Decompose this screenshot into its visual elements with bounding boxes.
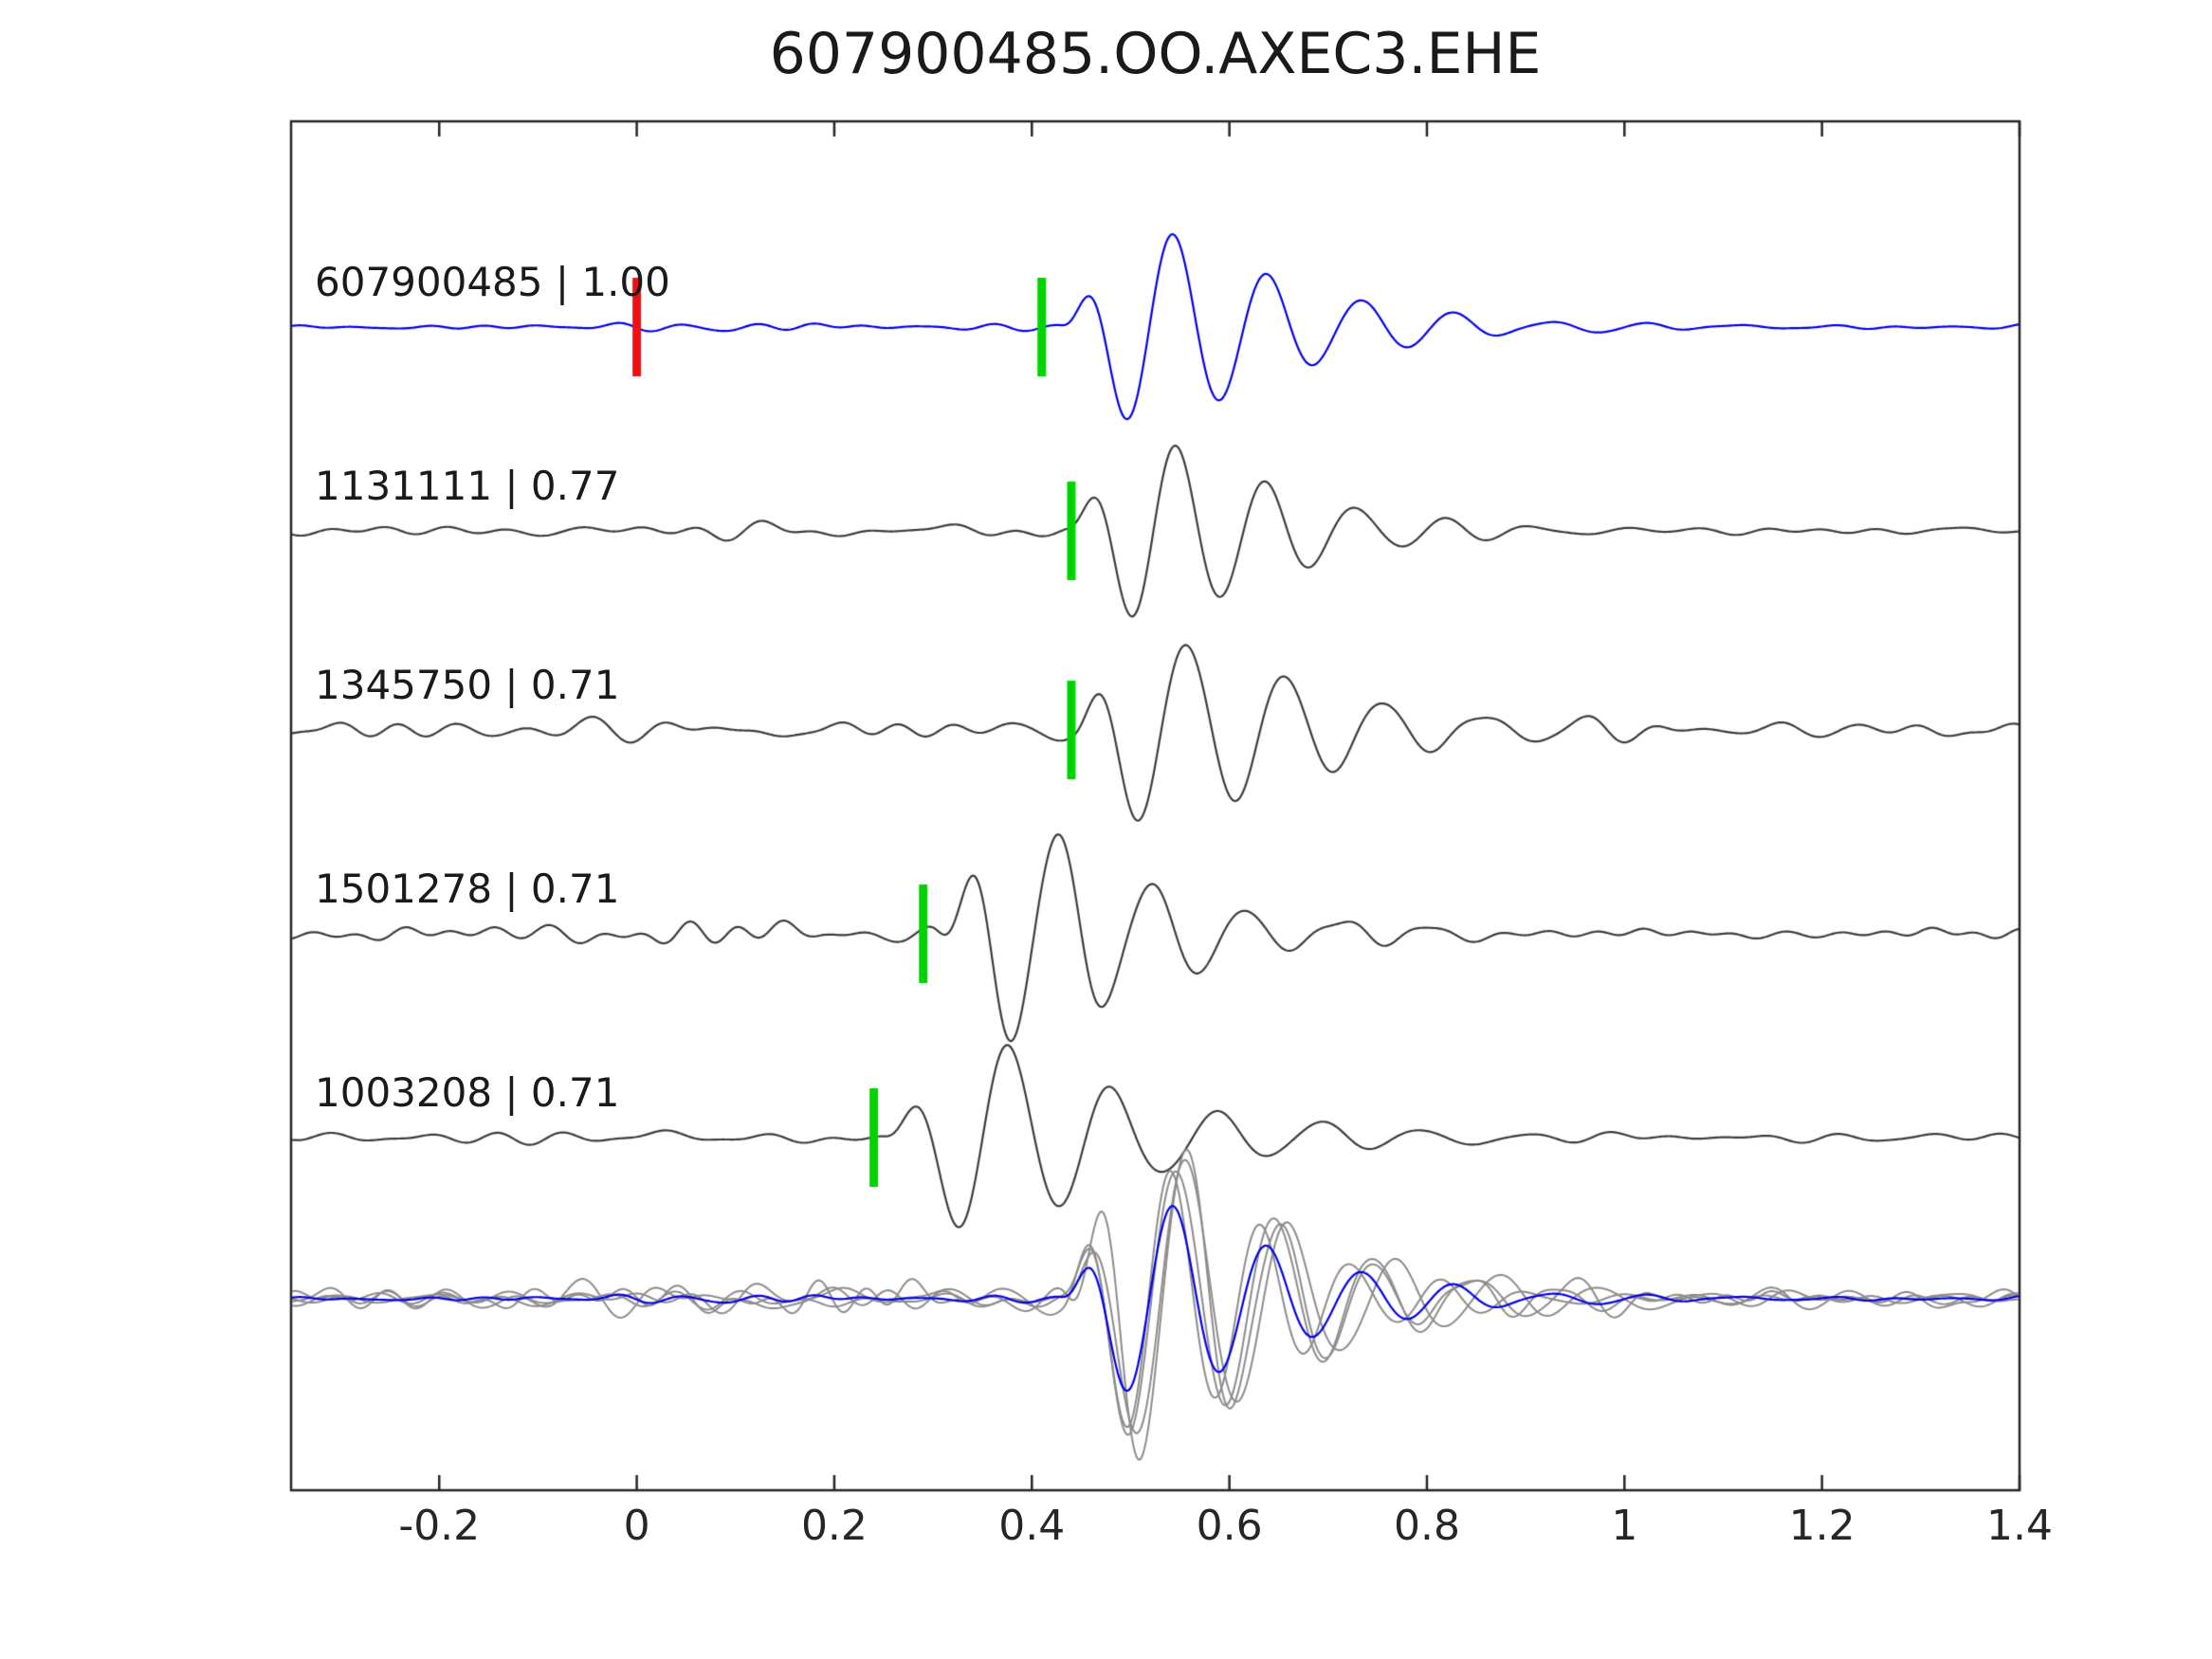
x-tick-label: 0.6: [1196, 1502, 1263, 1550]
x-tick-label: 1: [1611, 1502, 1638, 1550]
x-tick-label: 0.2: [800, 1502, 868, 1550]
x-tick-label: 0: [623, 1502, 650, 1550]
trace-label: 607900485 | 1.00: [315, 259, 670, 305]
x-tick-label: 1.2: [1788, 1502, 1856, 1550]
x-tick-label: 0.4: [998, 1502, 1066, 1550]
trace-label: 1131111 | 0.77: [315, 463, 620, 509]
trace-label: 1501278 | 0.71: [315, 866, 620, 912]
trace-label: 1003208 | 0.71: [315, 1069, 620, 1116]
x-tick-label: -0.2: [398, 1502, 481, 1550]
x-tick-label: 0.8: [1393, 1502, 1460, 1550]
x-tick-label: 1.4: [1986, 1502, 2053, 1550]
trace-label: 1345750 | 0.71: [315, 662, 620, 708]
